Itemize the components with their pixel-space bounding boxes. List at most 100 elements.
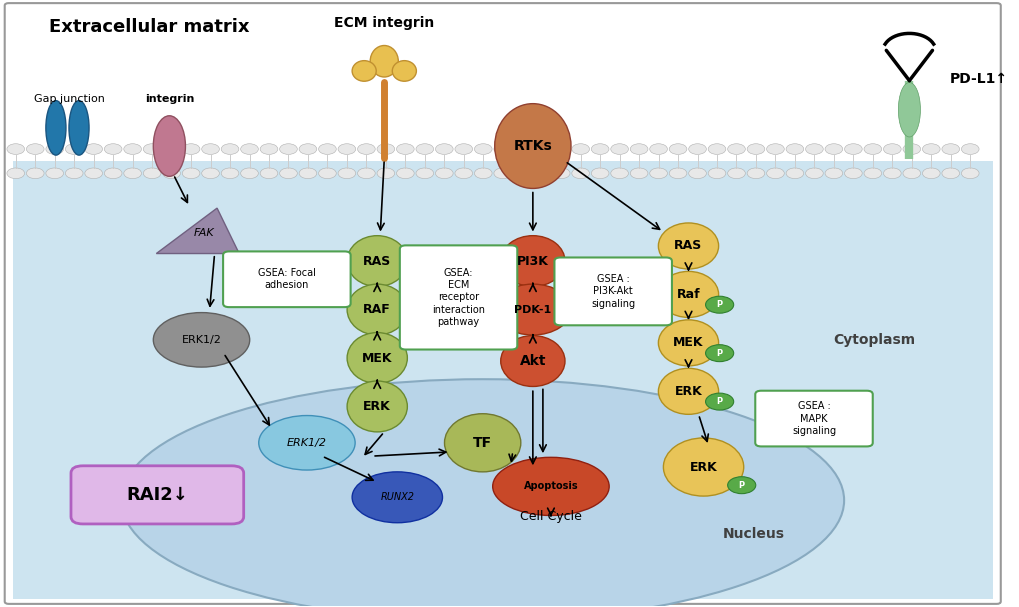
Circle shape [358, 144, 375, 154]
Circle shape [746, 168, 764, 178]
Circle shape [786, 144, 803, 154]
Ellipse shape [494, 284, 571, 335]
Ellipse shape [657, 368, 718, 415]
Circle shape [7, 168, 24, 178]
Text: RAS: RAS [363, 254, 391, 268]
Circle shape [202, 144, 219, 154]
Ellipse shape [500, 236, 565, 287]
Circle shape [454, 168, 472, 178]
Text: PDK-1: PDK-1 [514, 305, 551, 314]
Circle shape [396, 168, 414, 178]
Circle shape [26, 168, 44, 178]
Circle shape [318, 144, 336, 154]
Ellipse shape [898, 83, 919, 137]
Ellipse shape [657, 320, 718, 366]
Circle shape [240, 144, 258, 154]
Circle shape [610, 144, 628, 154]
Circle shape [705, 345, 733, 362]
Text: MEK: MEK [362, 351, 392, 365]
Ellipse shape [657, 223, 718, 269]
Text: GSEA :
MAPK
signaling: GSEA : MAPK signaling [791, 401, 836, 436]
FancyBboxPatch shape [399, 245, 517, 350]
Circle shape [65, 144, 83, 154]
Circle shape [435, 144, 452, 154]
Circle shape [299, 168, 317, 178]
Circle shape [163, 144, 180, 154]
Text: RUNX2: RUNX2 [380, 492, 414, 503]
Text: Raf: Raf [676, 288, 700, 301]
Ellipse shape [494, 104, 571, 188]
FancyBboxPatch shape [223, 251, 351, 307]
Text: ERK: ERK [689, 461, 716, 473]
Circle shape [532, 144, 550, 154]
Circle shape [882, 168, 900, 178]
Text: P: P [716, 300, 722, 309]
Ellipse shape [346, 333, 407, 384]
Circle shape [591, 168, 608, 178]
Text: PI3K: PI3K [517, 254, 548, 268]
Ellipse shape [370, 46, 398, 77]
Circle shape [435, 168, 452, 178]
Circle shape [824, 144, 842, 154]
Circle shape [202, 168, 219, 178]
Circle shape [727, 168, 745, 178]
Text: Akt: Akt [519, 354, 545, 368]
Circle shape [513, 168, 531, 178]
Circle shape [279, 168, 297, 178]
Circle shape [221, 168, 238, 178]
Circle shape [805, 144, 822, 154]
Circle shape [766, 168, 784, 178]
Circle shape [358, 168, 375, 178]
FancyBboxPatch shape [5, 3, 1000, 604]
Circle shape [46, 144, 63, 154]
Circle shape [552, 168, 570, 178]
FancyBboxPatch shape [71, 466, 244, 524]
Text: Apoptosis: Apoptosis [523, 481, 578, 492]
Text: PD-L1↑: PD-L1↑ [949, 72, 1007, 86]
Ellipse shape [259, 416, 355, 470]
Ellipse shape [346, 236, 407, 287]
Text: Cell Cycle: Cell Cycle [520, 510, 581, 523]
Circle shape [532, 168, 550, 178]
Text: RAI2↓: RAI2↓ [126, 486, 189, 504]
Circle shape [921, 168, 940, 178]
Circle shape [941, 144, 959, 154]
Circle shape [630, 168, 647, 178]
Circle shape [337, 168, 356, 178]
Text: P: P [716, 348, 722, 358]
Text: GSEA: Focal
adhesion: GSEA: Focal adhesion [258, 268, 316, 291]
Circle shape [668, 144, 686, 154]
Circle shape [844, 144, 861, 154]
Circle shape [299, 144, 317, 154]
Circle shape [824, 168, 842, 178]
Circle shape [591, 144, 608, 154]
Circle shape [786, 168, 803, 178]
Ellipse shape [392, 61, 416, 81]
Circle shape [7, 144, 24, 154]
Circle shape [649, 168, 666, 178]
Text: RTKs: RTKs [513, 139, 551, 153]
Ellipse shape [352, 472, 442, 523]
Ellipse shape [657, 271, 718, 317]
Circle shape [123, 144, 142, 154]
Ellipse shape [662, 438, 743, 496]
Circle shape [941, 168, 959, 178]
Circle shape [85, 144, 102, 154]
Text: ECM integrin: ECM integrin [334, 16, 434, 30]
Circle shape [668, 168, 686, 178]
Ellipse shape [153, 313, 250, 367]
Circle shape [104, 168, 122, 178]
Circle shape [104, 144, 122, 154]
Circle shape [902, 144, 920, 154]
Text: P: P [716, 397, 722, 406]
FancyBboxPatch shape [554, 257, 672, 325]
Circle shape [727, 476, 755, 493]
Ellipse shape [352, 61, 376, 81]
Circle shape [123, 168, 142, 178]
Circle shape [474, 168, 491, 178]
Circle shape [318, 168, 336, 178]
Circle shape [416, 144, 433, 154]
Circle shape [377, 168, 394, 178]
Circle shape [493, 144, 512, 154]
Ellipse shape [69, 101, 89, 155]
